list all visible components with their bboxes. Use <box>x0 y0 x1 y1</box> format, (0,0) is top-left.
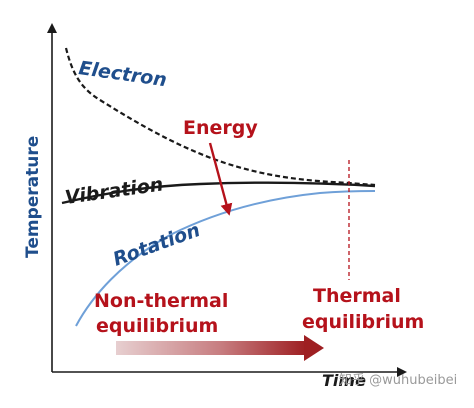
vibration-label: Vibration <box>64 173 165 209</box>
non-thermal-label-line1: Non-thermal <box>94 290 228 312</box>
rotation-label: Rotation <box>110 219 203 271</box>
watermark: 知乎 @wuhubeibei <box>339 372 457 388</box>
non-thermal-label-line2: equilibrium <box>96 315 218 337</box>
energy-arrow <box>208 142 233 216</box>
vibration-curve <box>61 181 376 205</box>
y-axis-label: Temperature <box>23 136 43 258</box>
thermal-label-line1: Thermal <box>313 285 401 307</box>
thermal-label-line2: equilibrium <box>302 311 424 333</box>
energy-label: Energy <box>183 117 258 139</box>
electron-curve <box>64 47 376 187</box>
electron-label: Electron <box>77 57 168 91</box>
x-axis-label: Time <box>322 371 366 390</box>
progress-arrow <box>116 335 324 361</box>
